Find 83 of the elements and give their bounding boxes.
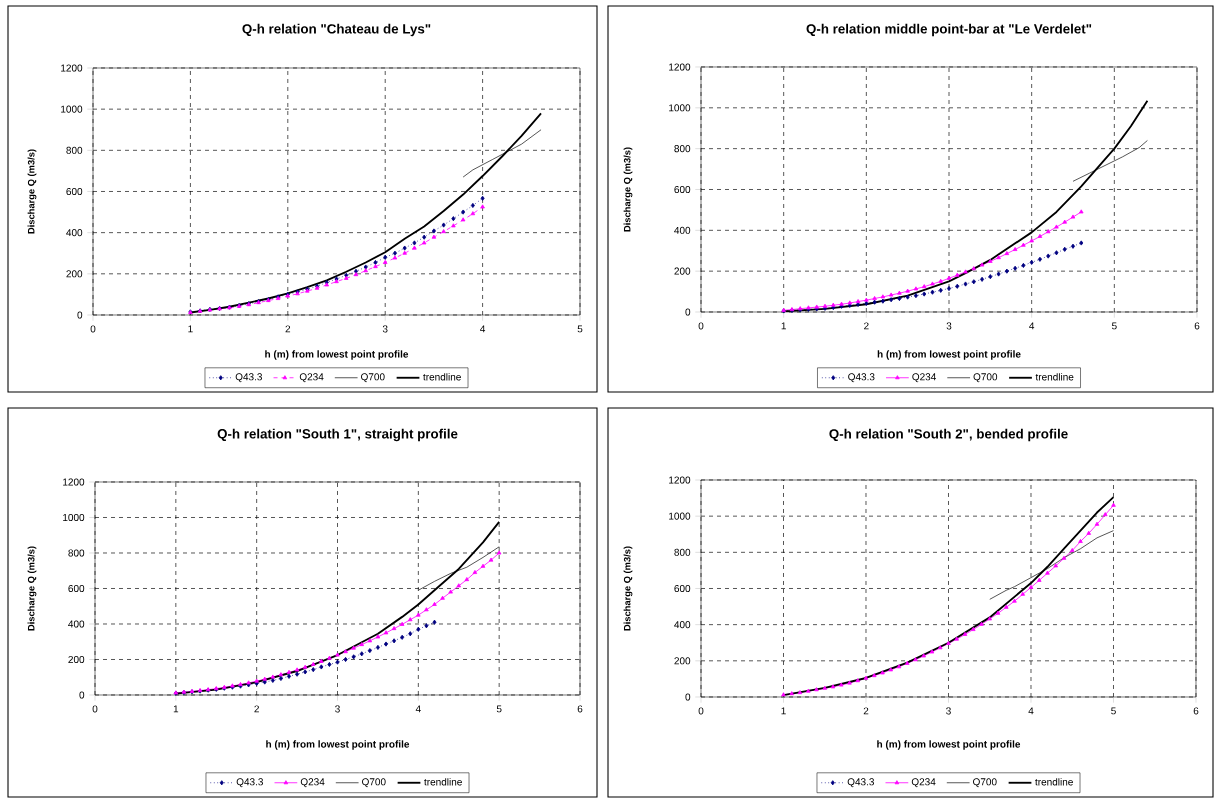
- y-tick-label: 1200: [669, 476, 691, 484]
- legend-label: Q43.3: [847, 778, 875, 788]
- legend-label: Q234: [300, 778, 325, 788]
- legend-label: Q43.3: [848, 373, 875, 383]
- y-tick-label: 0: [685, 308, 691, 316]
- x-tick-label: 3: [946, 322, 952, 330]
- x-tick-label: 4: [1028, 707, 1034, 715]
- x-axis-title: h (m) from lowest point profile: [265, 350, 409, 360]
- y-tick-label: 800: [68, 549, 85, 557]
- x-tick-label: 6: [1193, 707, 1199, 715]
- y-tick-label: 400: [674, 621, 691, 629]
- chart-title: Q-h relation middle point-bar at "Le Verdelet": [806, 23, 1092, 37]
- y-tick-label: 600: [674, 185, 691, 194]
- x-tick-label: 2: [285, 325, 291, 333]
- y-tick-label: 1000: [61, 105, 83, 113]
- y-tick-label: 1000: [669, 104, 691, 112]
- x-tick-label: 4: [480, 325, 486, 333]
- legend-label: trendline: [1035, 778, 1073, 786]
- legend-label: trendline: [1035, 373, 1074, 381]
- legend-label: Q234: [299, 373, 324, 383]
- y-tick-label: 800: [674, 145, 691, 153]
- y-axis-title: Discharge Q (m3/s): [623, 147, 633, 232]
- x-tick-label: 1: [781, 322, 786, 330]
- x-tick-label: 0: [92, 705, 98, 713]
- legend-label: trendline: [424, 778, 462, 786]
- x-axis-title: h (m) from lowest point profile: [266, 740, 410, 750]
- legend-label: trendline: [423, 373, 461, 381]
- y-axis-title: Discharge Q (m3/s): [27, 149, 37, 234]
- y-tick-label: 600: [66, 187, 83, 196]
- x-axis-title: h (m) from lowest point profile: [877, 350, 1021, 360]
- y-tick-label: 1200: [61, 64, 83, 72]
- x-tick-label: 4: [1029, 322, 1035, 330]
- x-tick-label: 3: [946, 707, 951, 715]
- y-tick-label: 200: [66, 270, 83, 278]
- x-tick-label: 0: [698, 707, 704, 715]
- y-tick-label: 400: [66, 229, 83, 237]
- x-tick-label: 6: [1194, 322, 1200, 330]
- legend-label: Q234: [911, 778, 936, 788]
- chart-title: Q-h relation "South 2", bended profile: [829, 428, 1068, 442]
- y-tick-label: 400: [68, 620, 85, 628]
- legend-label: Q43.3: [235, 373, 263, 383]
- legend-label: Q43.3: [236, 778, 264, 788]
- chart-title: Q-h relation "Chateau de Lys": [242, 23, 431, 37]
- x-tick-label: 3: [382, 325, 388, 333]
- x-tick-label: 2: [254, 705, 259, 713]
- x-tick-label: 6: [577, 705, 583, 713]
- y-tick-label: 1200: [669, 63, 691, 71]
- x-tick-label: 0: [90, 325, 96, 333]
- y-axis-title: Discharge Q (m3/s): [27, 546, 37, 631]
- legend-label: Q700: [973, 778, 997, 788]
- x-tick-label: 1: [781, 707, 786, 715]
- x-tick-label: 2: [864, 322, 869, 330]
- y-tick-label: 200: [674, 657, 691, 665]
- legend-label: Q700: [973, 373, 998, 383]
- y-tick-label: 0: [77, 311, 83, 319]
- x-tick-label: 3: [335, 705, 340, 713]
- legend-label: Q234: [912, 373, 937, 383]
- y-tick-label: 1200: [63, 478, 85, 486]
- y-axis-title: Discharge Q (m3/s): [623, 546, 633, 631]
- legend-label: Q700: [362, 778, 386, 788]
- legend-label: Q700: [361, 373, 385, 383]
- y-tick-label: 0: [685, 693, 691, 701]
- y-tick-label: 1000: [669, 512, 691, 520]
- x-tick-label: 1: [188, 325, 193, 333]
- x-tick-label: 2: [863, 707, 869, 715]
- x-tick-label: 5: [577, 325, 583, 333]
- y-tick-label: 600: [674, 584, 691, 593]
- y-tick-label: 200: [68, 655, 85, 664]
- x-tick-label: 5: [496, 705, 502, 713]
- y-tick-label: 600: [68, 584, 85, 593]
- x-tick-label: 1: [173, 705, 179, 713]
- x-tick-label: 0: [698, 322, 704, 330]
- chart-title: Q-h relation "South 1", straight profile: [217, 428, 458, 442]
- x-tick-label: 5: [1111, 707, 1116, 715]
- x-axis-title: h (m) from lowest point profile: [877, 740, 1021, 750]
- y-tick-label: 0: [79, 691, 85, 699]
- y-tick-label: 1000: [63, 513, 85, 522]
- y-tick-label: 400: [674, 226, 691, 234]
- x-tick-label: 5: [1111, 322, 1117, 330]
- y-tick-label: 200: [674, 267, 691, 275]
- y-tick-label: 800: [674, 548, 691, 556]
- y-tick-label: 800: [66, 146, 83, 154]
- x-tick-label: 4: [415, 705, 421, 713]
